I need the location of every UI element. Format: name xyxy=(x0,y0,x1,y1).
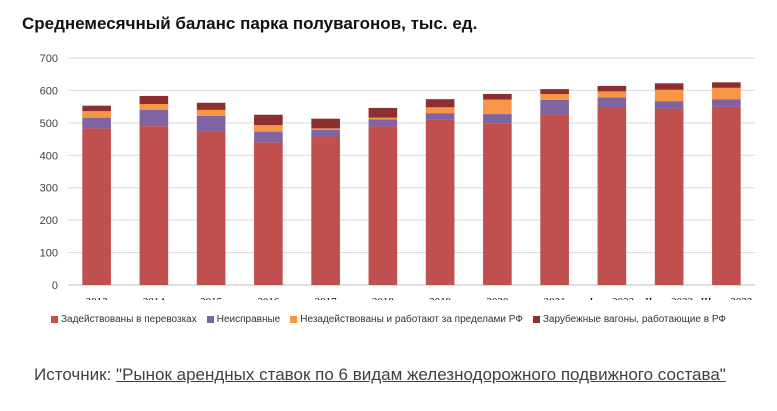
source-note: Источник: "Рынок арендных ставок по 6 ви… xyxy=(34,365,726,385)
legend-label: Незадействованы и работают за пределами … xyxy=(300,314,523,325)
y-tick-label: 200 xyxy=(40,215,58,227)
bar-segment-1 xyxy=(540,114,569,285)
bar-segment-2 xyxy=(540,99,569,115)
bar-segment-1 xyxy=(139,126,169,285)
y-tick-label: 300 xyxy=(40,183,58,195)
x-category-label: 2021 xyxy=(544,296,566,300)
bar-segment-1 xyxy=(597,106,627,286)
legend-item: Неисправные xyxy=(206,314,281,325)
y-tick-label: 700 xyxy=(40,53,58,65)
source-link[interactable]: "Рынок арендных ставок по 6 видам железн… xyxy=(116,365,726,384)
y-tick-label: 400 xyxy=(40,150,58,162)
legend-swatch xyxy=(50,316,58,323)
bar-segment-3 xyxy=(597,91,627,98)
bar-segment-4 xyxy=(196,102,226,110)
bar-segment-4 xyxy=(425,99,455,108)
bar-segment-1 xyxy=(254,142,283,285)
bar-segment-3 xyxy=(82,111,111,118)
bar-segment-2 xyxy=(597,97,627,107)
bar-segment-4 xyxy=(540,89,569,94)
bar-segment-1 xyxy=(654,108,684,286)
bar-segment-3 xyxy=(311,128,340,130)
source-prefix: Источник: xyxy=(34,365,117,384)
y-tick-label: 500 xyxy=(40,118,58,130)
x-category-label: 2013 xyxy=(86,296,109,300)
bar-segment-1 xyxy=(196,131,226,285)
bar-segment-4 xyxy=(139,95,169,105)
bar-segment-4 xyxy=(368,107,398,118)
bar-segment-2 xyxy=(139,109,169,127)
x-category-label: 2015 xyxy=(200,296,223,300)
chart-title: Среднемесячный баланс парка полувагонов,… xyxy=(22,14,478,33)
bar-segment-2 xyxy=(483,114,512,124)
bar-segment-1 xyxy=(368,126,398,285)
bar-segment-3 xyxy=(540,93,569,100)
x-category-label: 2018 xyxy=(372,296,395,300)
legend-swatch xyxy=(532,316,540,323)
bar-segment-2 xyxy=(82,117,111,129)
y-axis-ticks: 0 100 200 300 400 500 600 700 xyxy=(40,53,58,292)
bar-segment-1 xyxy=(311,136,340,285)
x-category-label: 2014 xyxy=(143,296,166,300)
bar-segment-4 xyxy=(311,118,340,129)
bar-segment-3 xyxy=(654,89,684,102)
bar-segment-3 xyxy=(425,107,455,114)
x-category-label: 2017 xyxy=(315,296,338,300)
y-tick-label: 600 xyxy=(40,85,58,97)
legend-swatch xyxy=(206,316,214,323)
x-category-label: III кв. 2022 xyxy=(700,296,752,300)
x-category-label: 2020 xyxy=(486,296,509,300)
bar-segment-2 xyxy=(311,129,340,137)
bar-segment-4 xyxy=(597,85,627,92)
bar-segment-1 xyxy=(483,123,512,285)
bar-segment-1 xyxy=(425,119,455,285)
bar-segment-3 xyxy=(483,99,512,115)
x-category-label: 2019 xyxy=(429,296,452,300)
bar-segment-2 xyxy=(254,131,283,143)
legend-swatch xyxy=(290,316,298,323)
legend-item: Зарубежные вагоны, работающие в РФ xyxy=(532,314,726,325)
x-category-label: I кв. 2022 xyxy=(590,296,634,300)
gridlines xyxy=(68,57,755,286)
bar-segment-3 xyxy=(196,109,226,116)
bar-segment-2 xyxy=(196,115,226,132)
bar-segment-2 xyxy=(425,113,455,120)
bars xyxy=(82,82,741,286)
bar-segment-2 xyxy=(654,101,684,109)
bar-segment-2 xyxy=(712,99,741,107)
bar-segment-1 xyxy=(712,106,741,286)
y-tick-label: 0 xyxy=(52,280,58,292)
x-category-label: II кв. 2022 xyxy=(645,296,693,300)
bar-segment-3 xyxy=(139,104,169,110)
legend-label: Задействованы в перевозках xyxy=(60,314,197,325)
bar-segment-3 xyxy=(368,117,398,120)
bar-segment-3 xyxy=(254,125,283,132)
x-axis-categories: 2013 2014 2015 2016 2017 2018 2019 2020 2021 I кв… xyxy=(86,296,753,300)
legend-item: Незадействованы и работают за пределами … xyxy=(290,314,523,325)
bar-segment-4 xyxy=(712,82,741,88)
bar-segment-4 xyxy=(654,83,684,90)
bar-segment-4 xyxy=(82,105,111,112)
y-tick-label: 100 xyxy=(40,248,58,260)
legend-label: Зарубежные вагоны, работающие в РФ xyxy=(542,314,726,325)
legend-item: Задействованы в перевозках xyxy=(50,314,197,325)
bar-segment-4 xyxy=(254,114,283,126)
bar-segment-4 xyxy=(483,93,512,100)
legend: Задействованы в перевозках Неисправные Нез… xyxy=(0,314,777,325)
bar-segment-3 xyxy=(712,87,741,100)
legend-label: Неисправные xyxy=(216,314,281,325)
bar-segment-1 xyxy=(82,128,111,285)
x-category-label: 2016 xyxy=(257,296,280,300)
bar-segment-2 xyxy=(368,119,398,127)
